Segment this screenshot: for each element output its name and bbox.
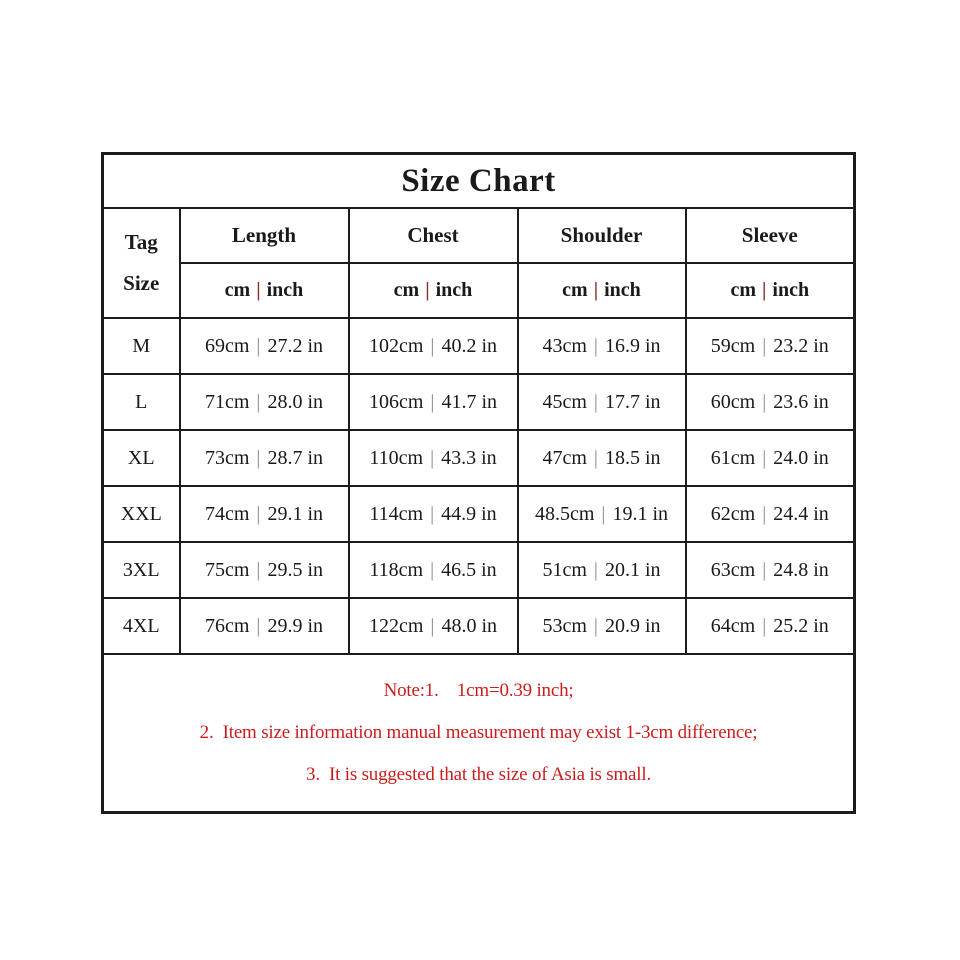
measurement-cell: 110cm | 43.3 in	[347, 429, 519, 487]
measurement-cell: 74cm | 29.1 in	[178, 485, 350, 543]
note-line: 2. Item size information manual measurem…	[199, 722, 758, 743]
measurement-cell: 73cm | 28.7 in	[178, 429, 350, 487]
measurement-cell: 47cm | 18.5 in	[516, 429, 687, 487]
value-pipe: |	[256, 334, 261, 357]
value-pipe: |	[430, 614, 435, 637]
value-pipe: |	[762, 334, 767, 357]
value-pipe: |	[430, 446, 435, 469]
notes-section: Note:1. 1cm=0.39 inch; 2. Item size info…	[101, 653, 856, 814]
measurement-cell: 122cm | 48.0 in	[347, 597, 519, 655]
value-pipe: |	[762, 446, 767, 469]
value-pipe: |	[601, 502, 606, 525]
value-pipe: |	[256, 446, 261, 469]
unit-pipe: |	[593, 279, 599, 301]
value-pipe: |	[430, 502, 435, 525]
tag-size-line-1: Tag	[124, 230, 158, 254]
value-pipe: |	[256, 614, 261, 637]
measurement-cell: 48.5cm | 19.1 in	[516, 485, 687, 543]
measurement-cell: 59cm | 23.2 in	[684, 317, 856, 375]
value-pipe: |	[593, 334, 598, 357]
measurement-cell: 76cm | 29.9 in	[178, 597, 350, 655]
measurement-cell: 61cm | 24.0 in	[684, 429, 856, 487]
measurement-cell: 102cm | 40.2 in	[347, 317, 519, 375]
unit-pipe: |	[425, 279, 430, 301]
column-header-sleeve: Sleeve	[684, 207, 856, 264]
value-pipe: |	[256, 502, 261, 525]
size-chart-title: Size Chart	[101, 152, 856, 209]
measurement-cell: 51cm | 20.1 in	[516, 541, 687, 599]
column-header-shoulder: Shoulder	[516, 207, 687, 264]
column-header-length: Length	[178, 207, 350, 264]
measurement-cell: 63cm | 24.8 in	[684, 541, 856, 599]
tag-cell-m: M	[101, 317, 181, 375]
unit-pipe: |	[762, 279, 767, 301]
measurement-cell: 106cm | 41.7 in	[347, 373, 519, 431]
tag-cell-3xl: 3XL	[101, 541, 181, 599]
value-pipe: |	[593, 614, 598, 637]
tag-size-header: Tag Size	[101, 207, 181, 319]
value-pipe: |	[256, 558, 261, 581]
measurement-cell: 69cm | 27.2 in	[178, 317, 350, 375]
value-pipe: |	[593, 446, 598, 469]
size-chart-table: Size Chart Tag Size Length Chest Shoulde…	[101, 152, 857, 814]
measurement-cell: 62cm | 24.4 in	[684, 485, 856, 543]
measurement-cell: 53cm | 20.9 in	[516, 597, 687, 655]
value-pipe: |	[762, 614, 767, 637]
unit-header-sleeve: cm | inch	[684, 262, 856, 319]
value-pipe: |	[430, 390, 435, 413]
value-pipe: |	[762, 390, 767, 413]
measurement-cell: 43cm | 16.9 in	[516, 317, 687, 375]
value-pipe: |	[762, 502, 767, 525]
unit-pipe: |	[256, 279, 261, 301]
measurement-cell: 71cm | 28.0 in	[178, 373, 350, 431]
unit-header-shoulder: cm | inch	[516, 262, 687, 319]
value-pipe: |	[593, 390, 598, 413]
measurement-cell: 45cm | 17.7 in	[516, 373, 687, 431]
unit-header-length: cm | inch	[178, 262, 350, 319]
value-pipe: |	[430, 334, 435, 357]
tag-cell-4xl: 4XL	[101, 597, 181, 655]
tag-size-line-2: Size	[123, 271, 160, 295]
value-pipe: |	[256, 390, 261, 413]
value-pipe: |	[430, 558, 435, 581]
value-pipe: |	[593, 558, 598, 581]
measurement-cell: 60cm | 23.6 in	[684, 373, 856, 431]
column-header-chest: Chest	[347, 207, 519, 264]
value-pipe: |	[762, 558, 767, 581]
tag-cell-l: L	[101, 373, 181, 431]
note-line: 3. It is suggested that the size of Asia…	[306, 764, 651, 785]
measurement-cell: 114cm | 44.9 in	[347, 485, 519, 543]
measurement-cell: 118cm | 46.5 in	[347, 541, 519, 599]
measurement-cell: 64cm | 25.2 in	[684, 597, 856, 655]
measurement-cell: 75cm | 29.5 in	[178, 541, 350, 599]
unit-header-chest: cm | inch	[347, 262, 519, 319]
tag-cell-xxl: XXL	[101, 485, 181, 543]
tag-cell-xl: XL	[101, 429, 181, 487]
note-line: Note:1. 1cm=0.39 inch;	[383, 680, 574, 701]
